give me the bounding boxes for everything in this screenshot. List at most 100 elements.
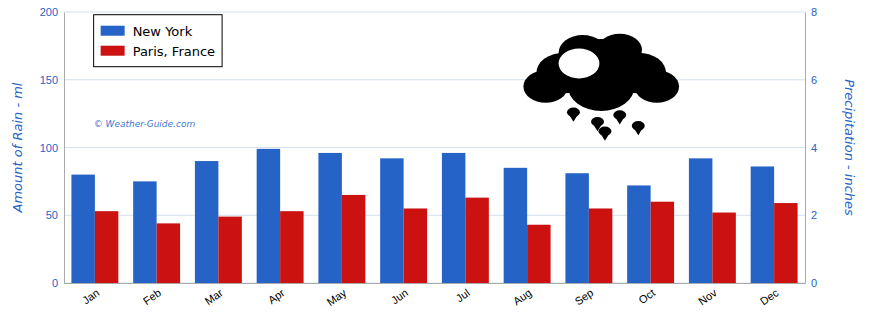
bar <box>342 195 365 283</box>
cloud-part <box>598 34 642 67</box>
tick-label: 150 <box>40 74 58 86</box>
cloud-icon <box>523 34 679 141</box>
bar <box>218 217 241 283</box>
tick: 0 <box>52 277 64 289</box>
tick-label: Jul <box>454 286 472 304</box>
tick: Feb <box>141 283 163 307</box>
axis-line <box>65 283 806 284</box>
legend-label: New York <box>133 24 193 39</box>
grid-line <box>64 79 805 80</box>
tick-label: Sep <box>573 286 596 307</box>
annotation: © Weather-Guide.com <box>94 119 196 129</box>
tick: 50 <box>46 209 64 221</box>
bar <box>527 225 550 283</box>
tick: 6 <box>805 74 817 86</box>
bar <box>257 149 280 283</box>
bar <box>442 153 465 283</box>
tick-label: Oct <box>636 286 657 306</box>
tick: Jan <box>80 283 101 306</box>
tick: Apr <box>266 283 287 306</box>
bar <box>318 153 341 283</box>
bar <box>651 202 674 283</box>
legend-swatch <box>101 26 125 36</box>
tick: Mar <box>203 283 226 307</box>
tick: 4 <box>805 142 817 154</box>
legend-item: New York <box>101 24 193 39</box>
axis-line <box>64 13 65 284</box>
bar <box>751 166 774 283</box>
tick-label: Mar <box>203 286 226 307</box>
bars <box>71 149 797 283</box>
grid-line <box>64 12 805 13</box>
bar <box>565 173 588 283</box>
bar <box>689 158 712 283</box>
grid-line <box>64 147 805 148</box>
y2-axis: 0 2 4 6 8 <box>805 6 817 289</box>
tick: May <box>325 283 349 308</box>
tick: Jun <box>389 283 410 306</box>
rain-drop <box>569 114 578 121</box>
grid <box>64 12 805 283</box>
chart: Jan Feb Mar Apr May Jun Jul Aug Sep Oct Nov Dec 0 50 1… <box>0 0 869 331</box>
bar <box>380 158 403 283</box>
bar <box>404 208 427 283</box>
tick-label: Dec <box>758 286 781 307</box>
tick-label: 50 <box>46 209 58 221</box>
bar <box>157 223 180 283</box>
bar <box>95 211 118 283</box>
y-axis-title: Amount of Rain - ml <box>10 82 25 213</box>
tick-label: Jun <box>389 286 410 306</box>
cloud-part <box>523 70 567 103</box>
rain-drop <box>634 128 643 135</box>
tick: 150 <box>40 74 64 86</box>
tick-label: Feb <box>141 286 163 307</box>
bar <box>504 168 527 283</box>
tick-label: 2 <box>811 209 817 221</box>
bar <box>280 211 303 283</box>
tick: Dec <box>758 283 781 307</box>
tick: 8 <box>805 6 817 18</box>
legend: New York Paris, France <box>94 15 222 67</box>
y2-axis-title: Precipitation - inches <box>842 79 857 216</box>
cloud-highlight <box>559 49 600 79</box>
rain-drop <box>615 117 624 124</box>
bar <box>195 161 218 283</box>
legend-item: Paris, France <box>101 44 215 59</box>
legend-label: Paris, France <box>133 44 215 59</box>
y-axis: 0 50 100 150 200 <box>40 6 65 289</box>
legend-frame <box>94 15 222 67</box>
rain-drop <box>600 133 609 140</box>
tick-label: 0 <box>811 277 817 289</box>
tick-label: 8 <box>811 6 817 18</box>
tick: 100 <box>40 142 64 154</box>
tick: Nov <box>696 283 719 307</box>
x-axis: Jan Feb Mar Apr May Jun Jul Aug Sep Oct Nov Dec <box>65 283 806 308</box>
axis-line <box>805 13 806 284</box>
bar <box>465 198 488 283</box>
tick-label: May <box>325 286 349 308</box>
tick-label: Apr <box>266 286 287 306</box>
tick: Oct <box>636 283 657 306</box>
tick: Sep <box>573 283 596 307</box>
tick-label: 6 <box>811 74 817 86</box>
plot: Jan Feb Mar Apr May Jun Jul Aug Sep Oct Nov Dec 0 50 1… <box>10 6 857 308</box>
legend-swatch <box>101 46 125 56</box>
tick-label: 100 <box>40 142 58 154</box>
tick-label: 200 <box>40 6 58 18</box>
tick: Aug <box>511 283 534 307</box>
bar <box>589 208 612 283</box>
tick-label: Aug <box>511 286 534 307</box>
tick: 2 <box>805 209 817 221</box>
bar <box>133 181 156 283</box>
bar <box>774 203 797 283</box>
bar <box>627 185 650 283</box>
cloud-part <box>635 70 679 103</box>
bar <box>712 213 735 283</box>
bar <box>71 175 94 283</box>
tick-label: 4 <box>811 142 817 154</box>
tick-label: Jan <box>80 286 101 306</box>
tick-label: 0 <box>52 277 58 289</box>
tick: 200 <box>40 6 64 18</box>
tick-label: Nov <box>696 286 719 307</box>
tick: Jul <box>454 283 472 304</box>
